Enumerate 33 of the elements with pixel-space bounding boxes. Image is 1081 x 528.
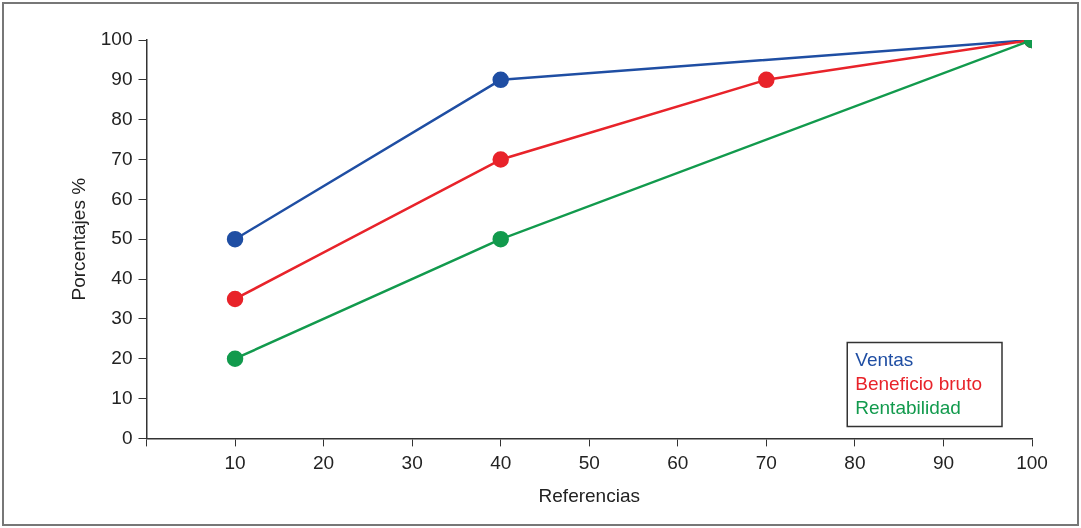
x-tick-label: 20 [313,452,335,474]
text: Beneficio bruto [855,372,982,394]
x-tick-label: 10 [224,452,246,474]
point [492,151,509,168]
y-tick-label: 30 [111,307,133,329]
y-tick-label: 90 [111,68,133,90]
y-tick-label: 60 [111,187,133,209]
y-tick-label: 70 [111,147,133,169]
x-tick-label: 50 [578,452,600,474]
y-tick-label: 80 [111,107,133,129]
x-axis-title: Referencias [538,484,640,506]
y-tick-label: 10 [111,386,133,408]
y-tick-label: 0 [121,426,133,448]
y-tick-label: 40 [111,267,133,289]
x-tick-label: 60 [667,452,689,474]
point [226,230,244,248]
text: Rentabilidad [855,396,961,418]
point [226,350,244,367]
point [492,71,509,89]
x-tick-label: 70 [755,452,777,474]
y-tick-label: 50 [111,227,133,249]
point [492,230,509,248]
x-tick-label: 90 [932,452,955,474]
x-tick-label: 100 [1016,452,1048,474]
text: Ventas [855,348,914,370]
y-tick-label: 100 [100,28,133,50]
x-tick-label: 40 [490,452,512,474]
x-tick-label: 80 [844,452,866,474]
x-tick-label: 30 [401,452,423,474]
y-tick-label: 20 [111,346,133,368]
y-axis-title: Porcentajes % [67,177,89,301]
point [758,71,775,89]
point [226,290,244,308]
